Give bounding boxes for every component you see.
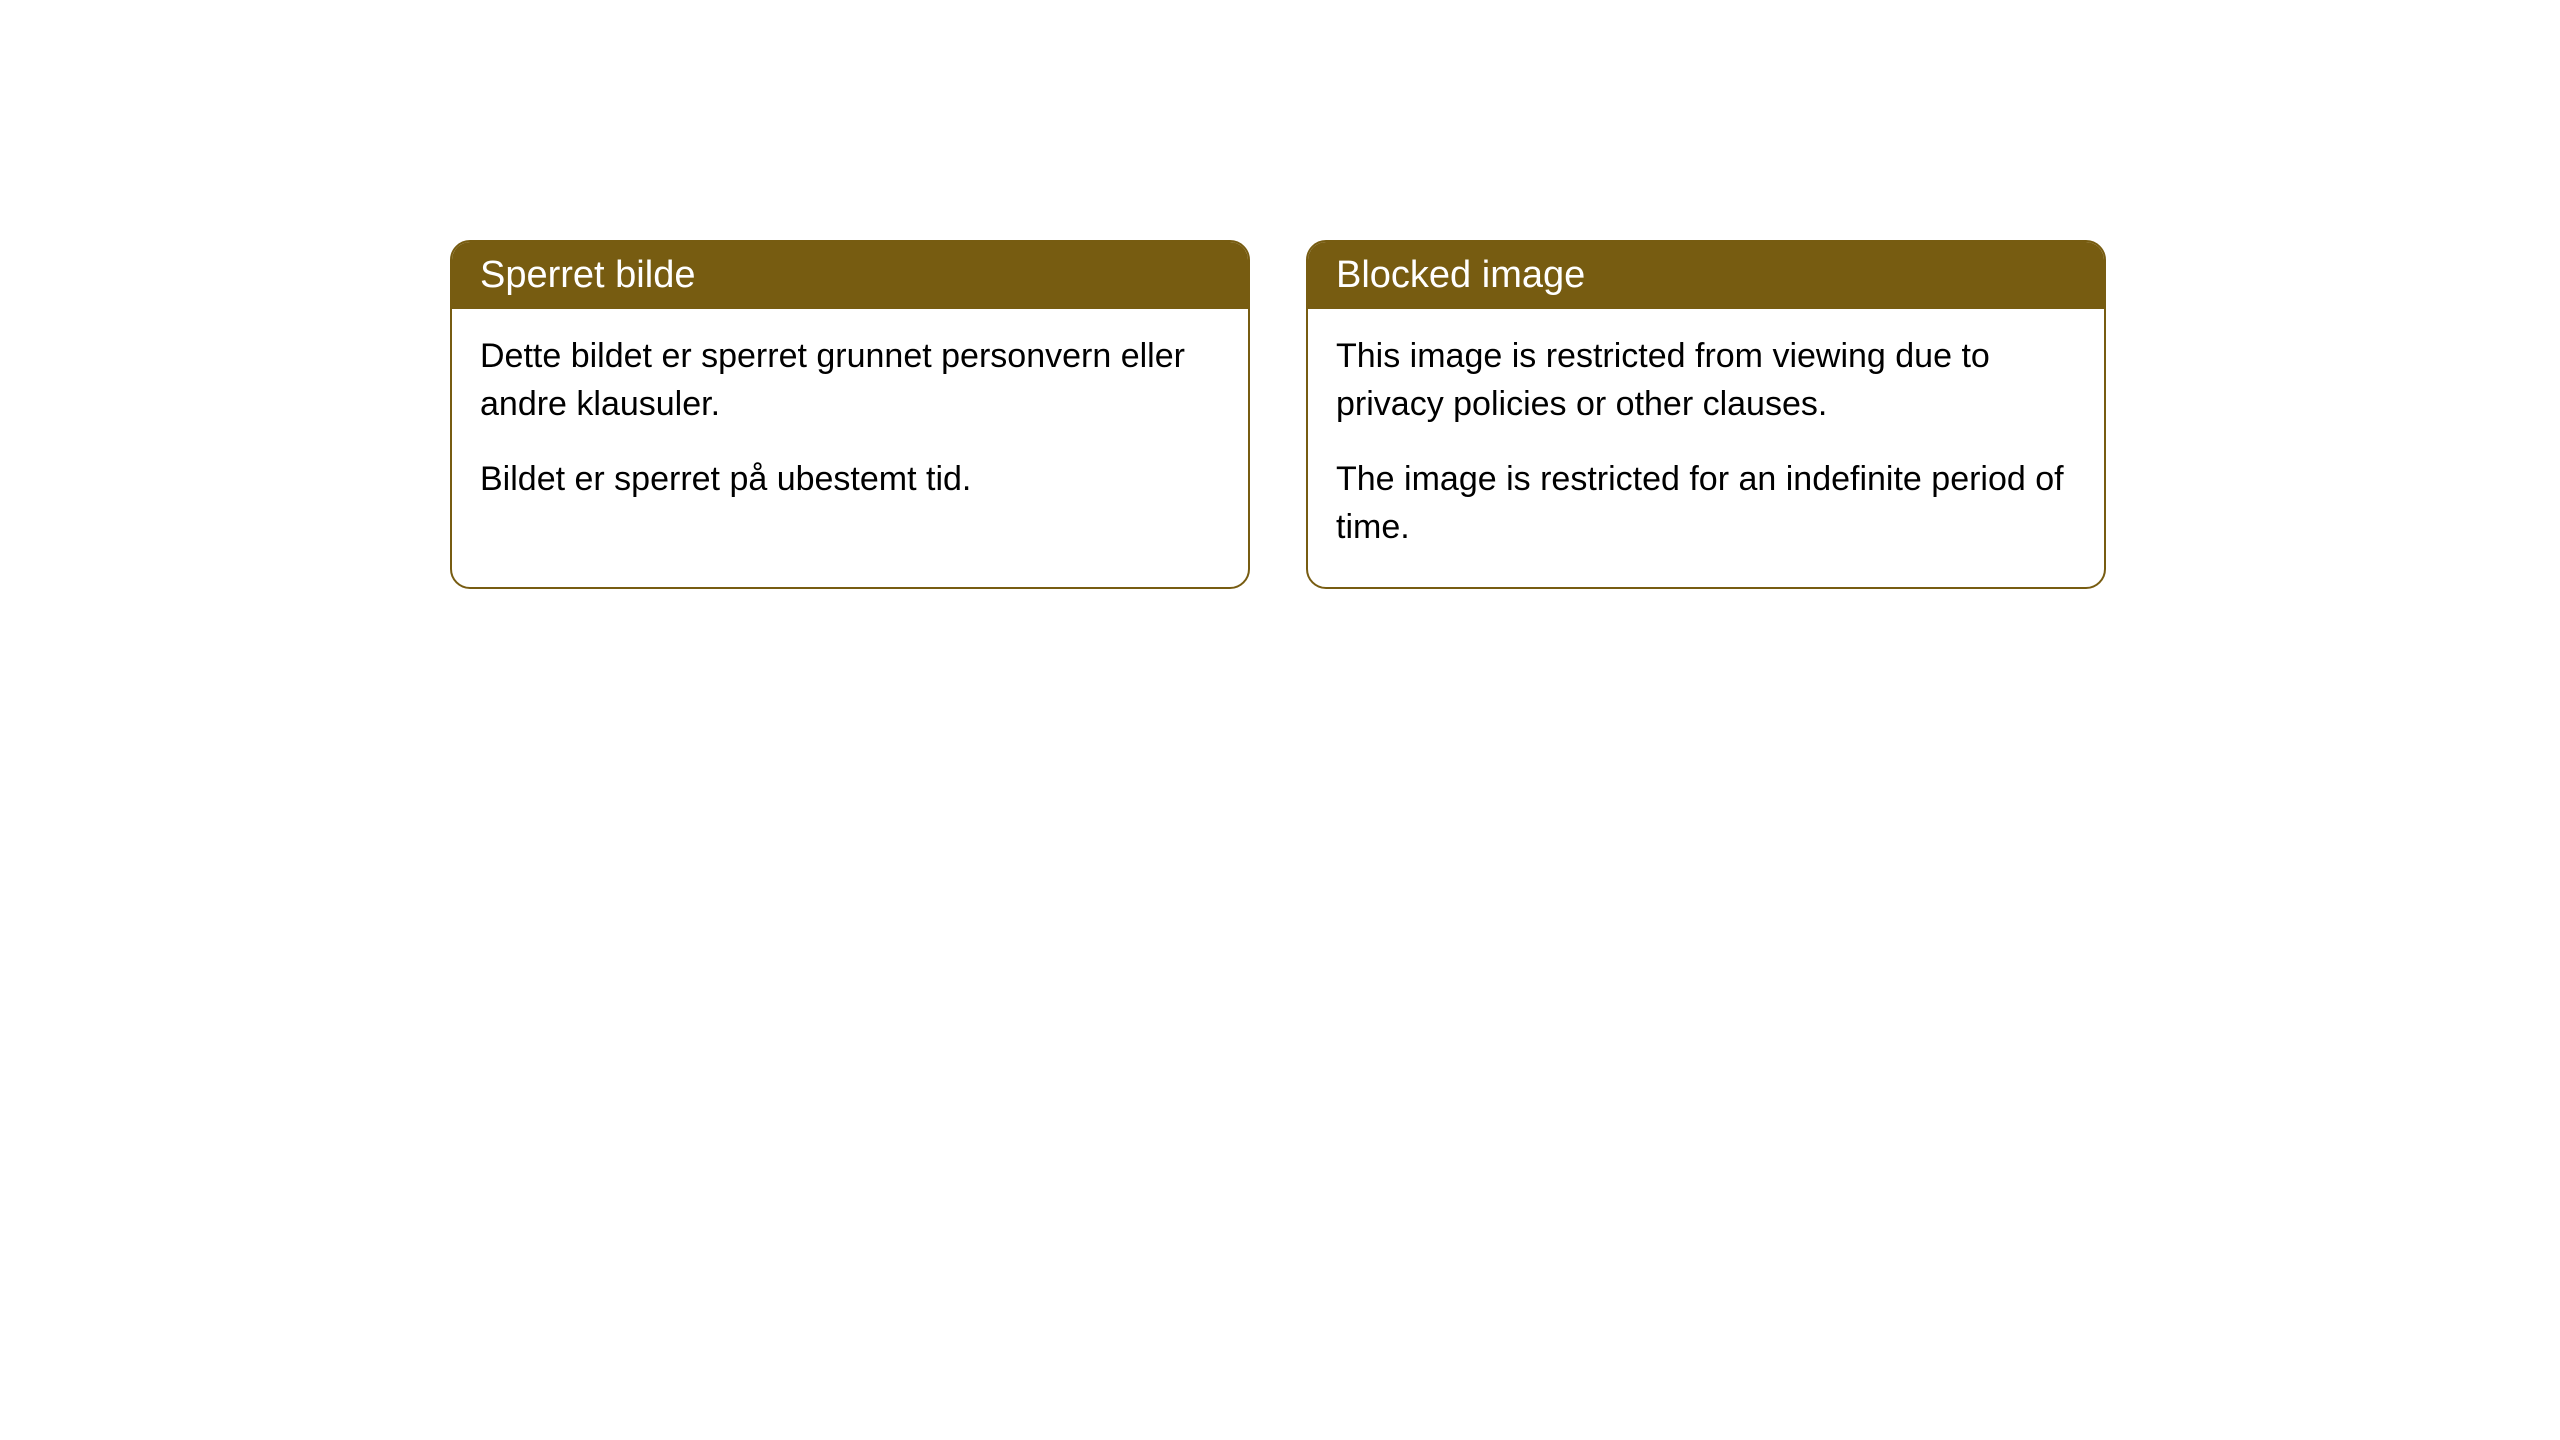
card-header: Blocked image bbox=[1308, 242, 2104, 309]
blocked-image-card-english: Blocked image This image is restricted f… bbox=[1306, 240, 2106, 589]
card-paragraph: Bildet er sperret på ubestemt tid. bbox=[480, 456, 1220, 504]
card-title: Sperret bilde bbox=[480, 254, 695, 296]
card-paragraph: The image is restricted for an indefinit… bbox=[1336, 456, 2076, 551]
card-body: Dette bildet er sperret grunnet personve… bbox=[452, 309, 1248, 540]
blocked-image-card-norwegian: Sperret bilde Dette bildet er sperret gr… bbox=[450, 240, 1250, 589]
card-header: Sperret bilde bbox=[452, 242, 1248, 309]
card-body: This image is restricted from viewing du… bbox=[1308, 309, 2104, 587]
notice-cards-container: Sperret bilde Dette bildet er sperret gr… bbox=[0, 0, 2560, 589]
card-paragraph: This image is restricted from viewing du… bbox=[1336, 333, 2076, 428]
card-title: Blocked image bbox=[1336, 254, 1585, 296]
card-paragraph: Dette bildet er sperret grunnet personve… bbox=[480, 333, 1220, 428]
